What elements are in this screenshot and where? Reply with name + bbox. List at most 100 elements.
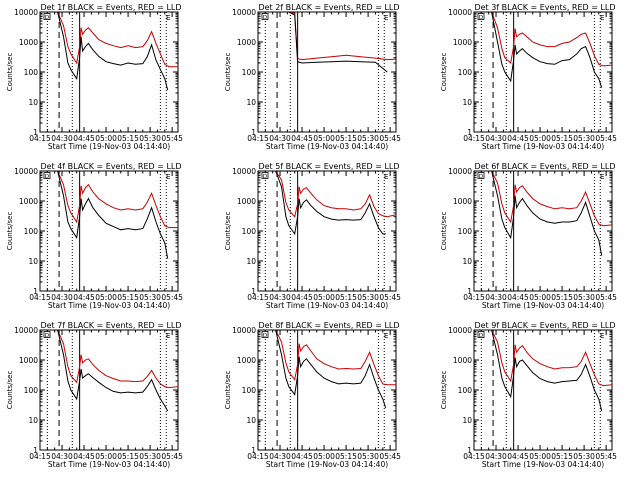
y-tick-label: 100 — [24, 68, 39, 77]
y-axis-title: Counts/sec — [440, 53, 448, 92]
box-marker — [477, 13, 485, 20]
panel-title: Det 1f BLACK = Events, RED = LLD — [40, 3, 181, 12]
x-axis-title: Start Time (19-Nov-03 04:14:40) — [266, 142, 388, 151]
y-tick-label: 100 — [458, 68, 473, 77]
y-tick-label: 10000 — [14, 326, 38, 335]
corner-marker-label: E — [600, 332, 604, 340]
x-tick-label: 05:30 — [357, 452, 379, 461]
y-tick-label: 1 — [33, 446, 38, 455]
x-tick-label: 05:30 — [139, 134, 161, 143]
y-axis-title: Counts/sec — [224, 53, 232, 92]
y-axis-title: Counts/sec — [6, 371, 14, 410]
detector-panel-6: Det 6f BLACK = Events, RED = LLD 1 10 100 10… — [440, 162, 617, 310]
corner-marker-label: E — [600, 173, 604, 181]
events-series-line — [258, 330, 387, 409]
x-axis-title: Start Time (19-Nov-03 04:14:40) — [266, 460, 388, 469]
y-tick-label: 10000 — [448, 326, 472, 335]
y-tick-label: 10000 — [14, 8, 38, 17]
y-tick-label: 10000 — [14, 167, 38, 176]
x-tick-label: 05:00 — [313, 452, 335, 461]
x-tick-label: 04:45 — [507, 293, 529, 302]
panel-title: Det 2f BLACK = Events, RED = LLD — [258, 3, 399, 12]
x-tick-label: 05:45 — [595, 452, 617, 461]
y-axis-title: Counts/sec — [440, 371, 448, 410]
x-tick-label: 05:00 — [529, 134, 551, 143]
events-series-line — [474, 171, 603, 256]
y-tick-label: 100 — [242, 386, 257, 395]
box-marker-label: D — [263, 174, 267, 180]
corner-marker-label: E — [384, 173, 388, 181]
box-marker-label: D — [479, 174, 483, 180]
x-tick-label: 04:30 — [269, 452, 291, 461]
x-tick-label: 05:45 — [595, 293, 617, 302]
x-tick-label: 04:15 — [247, 134, 269, 143]
x-tick-label: 04:45 — [73, 452, 95, 461]
detector-panel-5: Det 5f BLACK = Events, RED = LLD 1 10 100 10… — [224, 162, 401, 310]
corner-marker-label: E — [166, 14, 170, 22]
plot-frame — [39, 329, 179, 451]
x-axis-title: Start Time (19-Nov-03 04:14:40) — [48, 460, 170, 469]
box-marker-label: D — [263, 333, 267, 339]
events-series-line — [474, 12, 603, 88]
x-tick-label: 05:30 — [573, 452, 595, 461]
x-tick-label: 04:45 — [73, 293, 95, 302]
x-tick-label: 05:45 — [161, 293, 183, 302]
panel-title: Det 7f BLACK = Events, RED = LLD — [40, 321, 181, 330]
lld-series-line — [40, 171, 178, 229]
detector-panel-1: Det 1f BLACK = Events, RED = LLD 1 10 100 10… — [6, 3, 183, 151]
y-tick-label: 1000 — [237, 356, 256, 365]
detector-panel-4: Det 4f BLACK = Events, RED = LLD 1 10 100 10… — [6, 162, 183, 310]
box-marker-label: D — [45, 174, 49, 180]
y-tick-label: 10 — [246, 257, 256, 266]
y-tick-label: 1 — [33, 287, 38, 296]
box-marker — [261, 13, 269, 20]
y-tick-label: 1 — [33, 128, 38, 137]
y-tick-label: 1 — [251, 128, 256, 137]
x-axis-title: Start Time (19-Nov-03 04:14:40) — [482, 301, 604, 310]
x-tick-label: 05:30 — [573, 134, 595, 143]
panel-title: Det 4f BLACK = Events, RED = LLD — [40, 162, 181, 171]
x-axis-title: Start Time (19-Nov-03 04:14:40) — [266, 301, 388, 310]
y-tick-label: 10 — [462, 257, 472, 266]
y-tick-label: 10000 — [448, 167, 472, 176]
detector-panel-7: Det 7f BLACK = Events, RED = LLD 1 10 100 10… — [6, 321, 183, 469]
corner-marker-label: E — [166, 332, 170, 340]
detector-panel-8: Det 8f BLACK = Events, RED = LLD 1 10 100 10… — [224, 321, 401, 469]
y-tick-label: 10 — [246, 416, 256, 425]
y-axis-title: Counts/sec — [224, 212, 232, 251]
y-tick-label: 1 — [467, 128, 472, 137]
x-tick-label: 05:15 — [551, 134, 573, 143]
y-tick-label: 1 — [467, 287, 472, 296]
y-tick-label: 100 — [458, 386, 473, 395]
detector-panel-9: Det 9f BLACK = Events, RED = LLD 1 10 100 10… — [440, 321, 617, 469]
x-tick-label: 05:45 — [379, 293, 401, 302]
plot-frame — [39, 11, 179, 133]
y-axis-title: Counts/sec — [440, 212, 448, 251]
panel-title: Det 9f BLACK = Events, RED = LLD — [474, 321, 615, 330]
x-tick-label: 05:45 — [595, 134, 617, 143]
x-tick-label: 04:30 — [485, 293, 507, 302]
y-axis-title: Counts/sec — [6, 53, 14, 92]
lld-series-line — [474, 12, 612, 67]
x-tick-label: 04:30 — [269, 293, 291, 302]
events-series-line — [40, 171, 169, 259]
box-marker-label: D — [479, 15, 483, 21]
x-tick-label: 04:15 — [29, 452, 51, 461]
lld-series-line — [258, 330, 396, 386]
events-series-line — [258, 12, 388, 73]
x-tick-label: 04:30 — [51, 452, 73, 461]
lld-series-line — [40, 12, 178, 68]
x-tick-label: 04:45 — [291, 134, 313, 143]
box-marker-label: D — [45, 333, 49, 339]
x-tick-label: 05:15 — [117, 134, 139, 143]
x-tick-label: 05:00 — [95, 452, 117, 461]
y-tick-label: 10 — [246, 98, 256, 107]
x-tick-label: 05:15 — [551, 293, 573, 302]
x-tick-label: 05:00 — [313, 293, 335, 302]
corner-marker-label: E — [384, 332, 388, 340]
y-tick-label: 10000 — [232, 8, 256, 17]
y-tick-label: 1000 — [19, 38, 38, 47]
y-tick-label: 10 — [462, 98, 472, 107]
x-tick-label: 05:45 — [379, 452, 401, 461]
